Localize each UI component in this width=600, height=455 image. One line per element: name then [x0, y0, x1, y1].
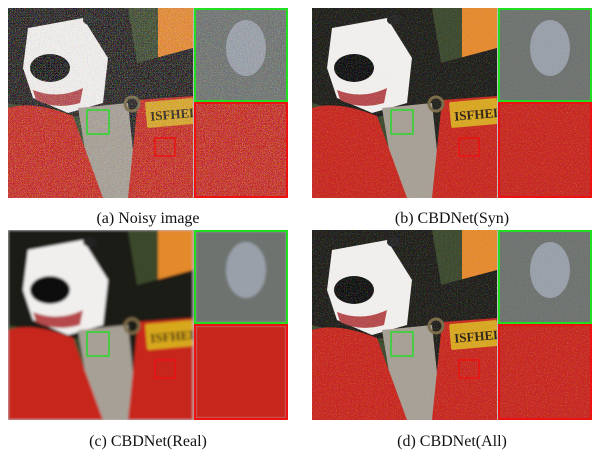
zoom-green-frame: [194, 230, 288, 324]
pillow: [312, 105, 407, 198]
dog-eye: [387, 237, 401, 247]
zoom-green-feature: [226, 242, 266, 298]
zoom-green-marker: [86, 331, 110, 357]
collar-ring: [427, 95, 445, 113]
panel-a: ISFHEL: [8, 8, 288, 198]
zoom-green-frame: [498, 230, 592, 324]
dog-eye: [83, 15, 97, 25]
zoom-red-inset: [499, 325, 591, 419]
collar-ring: [427, 317, 445, 335]
dog-nose: [334, 54, 374, 82]
zoom-green-marker: [390, 109, 414, 135]
dog-mouth: [33, 88, 83, 106]
collar-tag: [449, 98, 497, 128]
zoom-red-inset: [499, 103, 591, 197]
dog-nose: [30, 276, 70, 304]
zoom-green-frame: [498, 8, 592, 102]
panel-d-image: ISFHEL: [312, 230, 592, 420]
dog-nose: [334, 276, 374, 304]
zoom-red-frame: [498, 324, 592, 420]
pillow: [8, 327, 103, 420]
pillow: [312, 327, 407, 420]
caption-a: (a) Noisy image: [96, 210, 200, 227]
collar-tag: [145, 98, 193, 128]
zoom-green-feature: [226, 20, 266, 76]
zoom-red-marker: [458, 359, 480, 379]
dog-nose: [30, 54, 70, 82]
dog-eye: [83, 237, 97, 247]
collar-ring: [123, 95, 141, 113]
pillow: [8, 105, 103, 198]
panel-b: ISFHEL: [312, 8, 592, 198]
collar-tag-text: ISFHEL: [150, 105, 199, 124]
zoom-green-marker: [390, 331, 414, 357]
collar-tag-text: ISFHEL: [454, 105, 503, 124]
caption-d: (d) CBDNet(All): [397, 433, 507, 450]
panel-d: ISFHEL: [312, 230, 592, 420]
zoom-green-marker: [86, 109, 110, 135]
collar-tag: [145, 320, 193, 350]
zoom-red-inset: [195, 103, 287, 197]
dog-mouth: [337, 310, 387, 328]
panel-c: ISFHEL: [8, 230, 288, 420]
zoom-red-frame: [498, 102, 592, 198]
zoom-green-feature: [530, 242, 570, 298]
zoom-red-inset: [195, 325, 287, 419]
dog-eye: [387, 15, 401, 25]
collar-tag: [449, 320, 497, 350]
collar-tag-text: ISFHEL: [454, 327, 503, 346]
dog-mouth: [337, 88, 387, 106]
caption-b: (b) CBDNet(Syn): [394, 210, 510, 227]
zoom-green-feature: [530, 20, 570, 76]
zoom-red-marker: [154, 137, 176, 157]
zoom-red-marker: [154, 359, 176, 379]
dog-mouth: [33, 310, 83, 328]
zoom-red-frame: [194, 324, 288, 420]
collar-ring: [123, 317, 141, 335]
panel-c-image: ISFHEL: [8, 230, 288, 420]
zoom-red-frame: [194, 102, 288, 198]
caption-c: (c) CBDNet(Real): [89, 433, 207, 450]
collar-tag-text: ISFHEL: [150, 327, 199, 346]
zoom-green-frame: [194, 8, 288, 102]
zoom-red-marker: [458, 137, 480, 157]
panel-b-image: ISFHEL: [312, 8, 592, 198]
panel-a-image: ISFHEL: [8, 8, 288, 198]
